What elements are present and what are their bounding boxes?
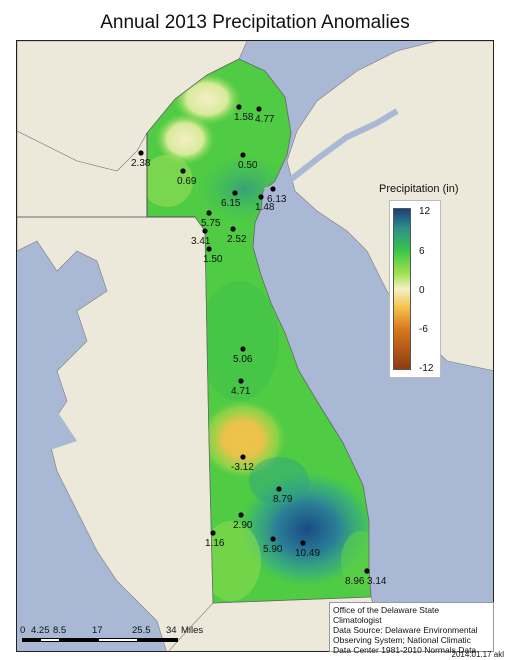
delaware-border <box>146 58 372 604</box>
station-marker: 10.49 <box>295 540 320 559</box>
station-marker: 1.48 <box>255 194 275 213</box>
legend-tick: -6 <box>419 324 428 335</box>
station-value-label: 1.48 <box>255 202 275 213</box>
station-dot <box>240 152 246 158</box>
station-marker: 6.15 <box>221 190 241 209</box>
scale-tick: 34 <box>166 625 177 636</box>
station-marker: 1.16 <box>205 530 225 549</box>
scale-segment <box>22 638 40 642</box>
station-dot <box>238 378 244 384</box>
delaware-river <box>263 108 399 194</box>
station-dot <box>256 106 262 112</box>
station-dot <box>236 104 242 110</box>
station-marker: 4.77 <box>255 106 275 125</box>
source-line: Office of the Delaware State Climatologi… <box>333 605 440 625</box>
station-marker: 5.75 <box>201 210 221 229</box>
station-marker: 0.69 <box>177 168 197 187</box>
credit: 2014.01.17 akl <box>451 650 505 659</box>
station-value-label: 2.38 <box>131 158 151 169</box>
legend-colorbar <box>393 208 411 370</box>
source-line: Observing System; National Climatic <box>333 635 471 645</box>
station-value-label: 5.90 <box>263 544 283 555</box>
station-value-label: 0.69 <box>177 176 197 187</box>
scale-tick: 4.25 <box>31 625 50 636</box>
station-value-label: 0.50 <box>238 160 258 171</box>
station-marker: 2.90 <box>233 512 253 531</box>
station-dot <box>238 512 244 518</box>
station-marker: 4.71 <box>231 378 251 397</box>
legend-tick: 6 <box>419 246 425 257</box>
scale-segment <box>98 638 138 642</box>
scale-unit: Miles <box>181 625 204 636</box>
station-marker: 1.58 <box>234 104 254 123</box>
station-value-label: 5.06 <box>233 354 253 365</box>
inlet <box>17 511 87 561</box>
station-marker: 3.41 <box>191 228 211 247</box>
station-value-label: 2.90 <box>233 520 253 531</box>
precipitation-map: 1.58 4.77 0.50 2.38 0.69 6.15 1.48 6.13 5.75 3.41… <box>16 40 494 652</box>
station-dot <box>180 168 186 174</box>
station-dot <box>230 226 236 232</box>
legend-tick: -12 <box>419 363 434 374</box>
station-value-label: 1.58 <box>234 112 254 123</box>
station-marker: -3.12 <box>231 454 254 473</box>
station-dot <box>202 228 208 234</box>
station-value-label: 2.52 <box>227 234 247 245</box>
station-value-label: 10.49 <box>295 548 320 559</box>
scale-tick: 25.5 <box>132 625 151 636</box>
station-value-label: 1.50 <box>203 254 223 265</box>
source-box: Office of the Delaware State Climatologi… <box>329 602 494 655</box>
map-canvas: 1.58 4.77 0.50 2.38 0.69 6.15 1.486.13 5.75 3.41… <box>17 41 493 651</box>
station-marker: 6.13 <box>267 186 287 205</box>
station-value-label: 6.15 <box>221 198 241 209</box>
station-value-label: 1.16 <box>205 538 225 549</box>
station-dot <box>258 194 264 200</box>
scale-tick: 17 <box>92 625 103 636</box>
station-marker: 1.50 <box>203 246 223 265</box>
station-marker: 3.14 <box>364 568 387 587</box>
station-marker: 0.50 <box>238 152 258 171</box>
station-marker: 2.52 <box>227 226 247 245</box>
scale-segment <box>40 638 60 642</box>
station-dot <box>206 246 212 252</box>
station-marker: 8.79 <box>273 486 293 505</box>
source-line: Data Source: Delaware Environmental <box>333 625 478 635</box>
scale-bar: 0 4.25 8.5 17 25.5 34 Miles <box>20 625 210 649</box>
source-line: Data Center 1981-2010 Normals Data <box>333 645 477 655</box>
station-dot <box>364 568 370 574</box>
station-dot <box>240 346 246 352</box>
station-dot <box>276 486 282 492</box>
scale-segment <box>60 638 98 642</box>
scale-tick: 8.5 <box>53 625 67 636</box>
legend-title: Precipitation (in) <box>379 183 459 195</box>
scale-tick: 0 <box>20 625 26 636</box>
station-value-label: -3.12 <box>231 462 254 473</box>
station-value-label: 3.41 <box>191 236 211 247</box>
station-marker: 5.06 <box>233 346 253 365</box>
station-dot <box>232 190 238 196</box>
scale-segment <box>138 638 178 642</box>
station-value-label: 4.71 <box>231 386 251 397</box>
station-dot <box>300 540 306 546</box>
station-dot <box>270 536 276 542</box>
station-value-label: 4.77 <box>255 114 275 125</box>
station-value-label: 3.14 <box>367 576 387 587</box>
station-layer: 1.58 4.77 0.50 2.38 0.69 6.15 1.486.13 5.75 3.41… <box>131 104 387 587</box>
station-dot <box>206 210 212 216</box>
station-value-label: 6.13 <box>267 194 287 205</box>
station-dot <box>240 454 246 460</box>
inlet <box>17 411 77 481</box>
map-title: Annual 2013 Precipitation Anomalies <box>100 12 410 33</box>
station-dot <box>138 150 144 156</box>
station-value-label: 8.79 <box>273 494 293 505</box>
legend-tick: 0 <box>419 285 425 296</box>
station-value-label: 5.75 <box>201 218 221 229</box>
station-marker: 2.38 <box>131 150 151 169</box>
station-marker: 5.90 <box>263 536 283 555</box>
station-value-label: 8.96 <box>345 576 365 587</box>
station-dot <box>210 530 216 536</box>
station-dot <box>270 186 276 192</box>
legend-tick: 12 <box>419 206 431 217</box>
